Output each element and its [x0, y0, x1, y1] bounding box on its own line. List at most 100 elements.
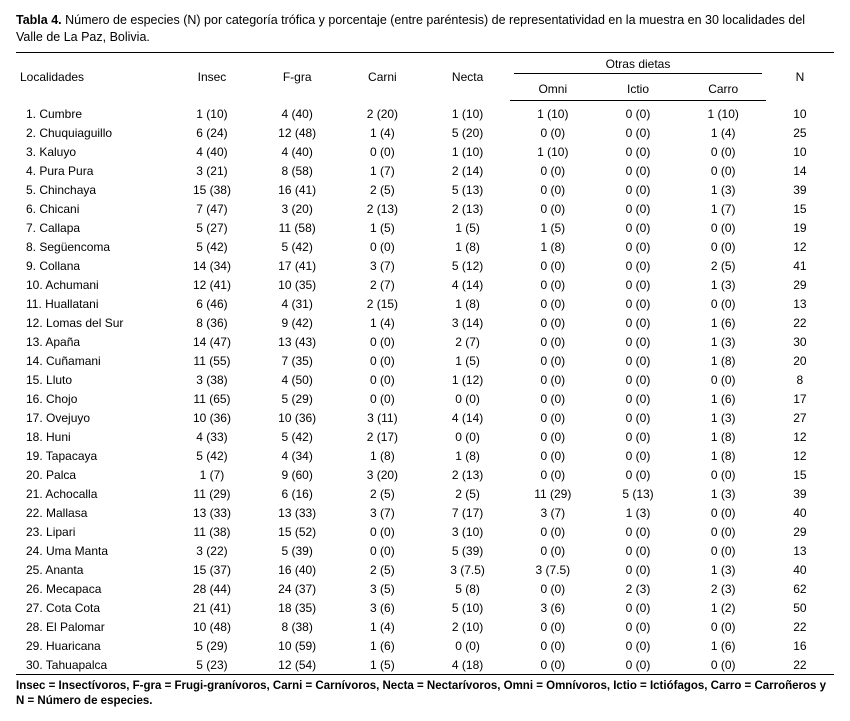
cell-insec: 14 (47) — [169, 332, 254, 351]
cell-fgra: 4 (34) — [255, 446, 340, 465]
cell-carni: 2 (5) — [340, 484, 425, 503]
cell-carni: 1 (7) — [340, 161, 425, 180]
cell-ictio: 5 (13) — [595, 484, 680, 503]
cell-omni: 11 (29) — [510, 484, 595, 503]
table-row: 29. Huaricana5 (29)10 (59)1 (6)0 (0)0 (0… — [16, 636, 834, 655]
cell-fgra: 4 (40) — [255, 142, 340, 161]
col-n: N — [766, 52, 834, 100]
cell-carro: 0 (0) — [681, 218, 766, 237]
cell-loc: 8. Següencoma — [16, 237, 169, 256]
caption-label: Tabla 4. — [16, 13, 62, 27]
cell-necta: 1 (8) — [425, 237, 510, 256]
cell-necta: 2 (14) — [425, 161, 510, 180]
cell-ictio: 0 (0) — [595, 655, 680, 675]
cell-fgra: 8 (58) — [255, 161, 340, 180]
cell-carro: 1 (6) — [681, 389, 766, 408]
cell-carni: 1 (5) — [340, 655, 425, 675]
cell-loc: 30. Tahuapalca — [16, 655, 169, 675]
cell-carni: 1 (8) — [340, 446, 425, 465]
cell-carro: 1 (4) — [681, 123, 766, 142]
cell-omni: 1 (10) — [510, 100, 595, 123]
cell-loc: 10. Achumani — [16, 275, 169, 294]
cell-fgra: 17 (41) — [255, 256, 340, 275]
col-localidades: Localidades — [16, 52, 169, 100]
cell-fgra: 5 (29) — [255, 389, 340, 408]
cell-necta: 5 (8) — [425, 579, 510, 598]
cell-n: 8 — [766, 370, 834, 389]
cell-insec: 10 (48) — [169, 617, 254, 636]
table-row: 14. Cuñamani11 (55)7 (35)0 (0)1 (5)0 (0)… — [16, 351, 834, 370]
cell-omni: 0 (0) — [510, 522, 595, 541]
cell-necta: 1 (12) — [425, 370, 510, 389]
cell-omni: 3 (7) — [510, 503, 595, 522]
cell-carni: 0 (0) — [340, 370, 425, 389]
table-row: 5. Chinchaya15 (38)16 (41)2 (5)5 (13)0 (… — [16, 180, 834, 199]
cell-insec: 5 (27) — [169, 218, 254, 237]
cell-insec: 28 (44) — [169, 579, 254, 598]
table-row: 3. Kaluyo4 (40)4 (40)0 (0)1 (10)1 (10)0 … — [16, 142, 834, 161]
cell-loc: 6. Chicani — [16, 199, 169, 218]
cell-n: 13 — [766, 294, 834, 313]
cell-insec: 6 (24) — [169, 123, 254, 142]
cell-loc: 24. Uma Manta — [16, 541, 169, 560]
cell-carro: 0 (0) — [681, 541, 766, 560]
cell-carni: 0 (0) — [340, 351, 425, 370]
col-insec: Insec — [169, 52, 254, 100]
cell-omni: 0 (0) — [510, 180, 595, 199]
table-row: 23. Lipari11 (38)15 (52)0 (0)3 (10)0 (0)… — [16, 522, 834, 541]
cell-loc: 5. Chinchaya — [16, 180, 169, 199]
cell-n: 22 — [766, 313, 834, 332]
table-row: 11. Huallatani6 (46)4 (31)2 (15)1 (8)0 (… — [16, 294, 834, 313]
cell-omni: 0 (0) — [510, 617, 595, 636]
cell-insec: 11 (55) — [169, 351, 254, 370]
cell-insec: 3 (22) — [169, 541, 254, 560]
cell-loc: 18. Huni — [16, 427, 169, 446]
cell-carro: 1 (3) — [681, 180, 766, 199]
cell-ictio: 0 (0) — [595, 427, 680, 446]
cell-carro: 0 (0) — [681, 522, 766, 541]
cell-ictio: 0 (0) — [595, 100, 680, 123]
cell-loc: 25. Ananta — [16, 560, 169, 579]
cell-loc: 19. Tapacaya — [16, 446, 169, 465]
table-row: 8. Següencoma5 (42)5 (42)0 (0)1 (8)1 (8)… — [16, 237, 834, 256]
table-row: 20. Palca1 (7)9 (60)3 (20)2 (13)0 (0)0 (… — [16, 465, 834, 484]
cell-omni: 0 (0) — [510, 256, 595, 275]
cell-n: 15 — [766, 199, 834, 218]
cell-necta: 1 (8) — [425, 294, 510, 313]
cell-ictio: 0 (0) — [595, 370, 680, 389]
cell-ictio: 0 (0) — [595, 541, 680, 560]
cell-insec: 7 (47) — [169, 199, 254, 218]
cell-carni: 3 (11) — [340, 408, 425, 427]
cell-omni: 0 (0) — [510, 294, 595, 313]
cell-ictio: 0 (0) — [595, 522, 680, 541]
cell-fgra: 9 (60) — [255, 465, 340, 484]
cell-carro: 1 (8) — [681, 446, 766, 465]
table-row: 21. Achocalla11 (29)6 (16)2 (5)2 (5)11 (… — [16, 484, 834, 503]
cell-loc: 13. Apaña — [16, 332, 169, 351]
cell-carro: 0 (0) — [681, 503, 766, 522]
cell-fgra: 10 (35) — [255, 275, 340, 294]
cell-loc: 4. Pura Pura — [16, 161, 169, 180]
cell-insec: 5 (23) — [169, 655, 254, 675]
table-row: 16. Chojo11 (65)5 (29)0 (0)0 (0)0 (0)0 (… — [16, 389, 834, 408]
col-carni: Carni — [340, 52, 425, 100]
cell-carro: 0 (0) — [681, 370, 766, 389]
cell-insec: 1 (10) — [169, 100, 254, 123]
cell-carni: 1 (4) — [340, 617, 425, 636]
cell-carro: 1 (6) — [681, 636, 766, 655]
cell-carni: 3 (7) — [340, 503, 425, 522]
table-row: 26. Mecapaca28 (44)24 (37)3 (5)5 (8)0 (0… — [16, 579, 834, 598]
cell-carro: 1 (7) — [681, 199, 766, 218]
cell-fgra: 13 (43) — [255, 332, 340, 351]
cell-n: 12 — [766, 237, 834, 256]
cell-n: 62 — [766, 579, 834, 598]
cell-loc: 29. Huaricana — [16, 636, 169, 655]
col-carro: Carro — [681, 78, 766, 101]
cell-fgra: 4 (50) — [255, 370, 340, 389]
table-row: 27. Cota Cota21 (41)18 (35)3 (6)5 (10)3 … — [16, 598, 834, 617]
cell-carro: 1 (3) — [681, 408, 766, 427]
cell-n: 29 — [766, 522, 834, 541]
table-head: Localidades Insec F-gra Carni Necta Otra… — [16, 52, 834, 100]
table-row: 18. Huni4 (33)5 (42)2 (17)0 (0)0 (0)0 (0… — [16, 427, 834, 446]
caption-text: Número de especies (N) por categoría tró… — [16, 13, 805, 44]
